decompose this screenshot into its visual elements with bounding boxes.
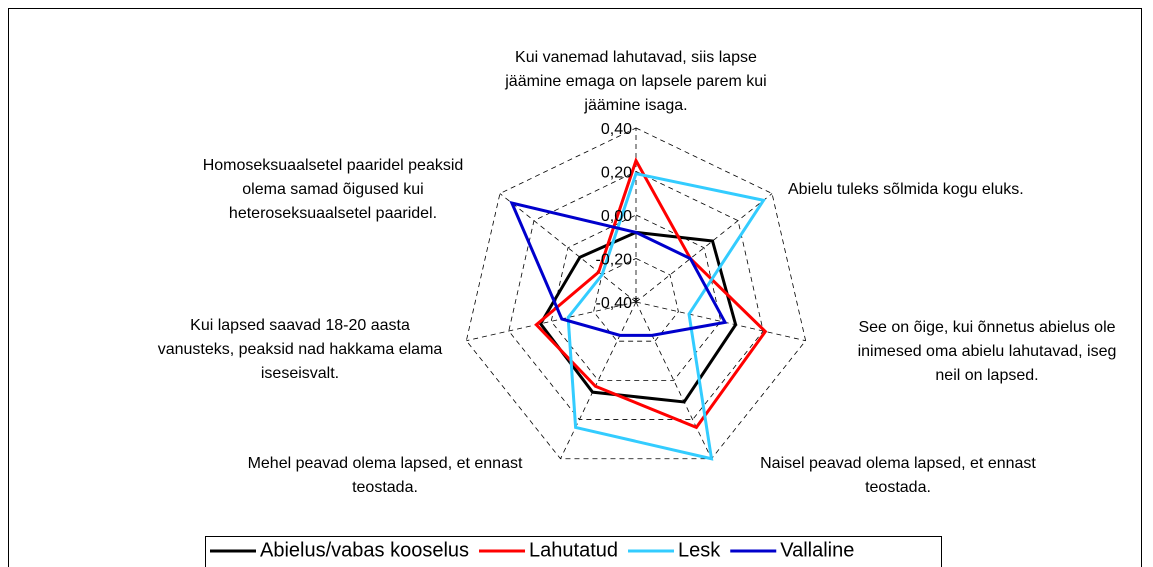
legend-label: Lesk [678, 539, 721, 561]
legend-label: Vallaline [780, 539, 854, 561]
series-line [538, 230, 738, 404]
category-label: jäämine emaga on lapsele parem kui [504, 73, 766, 90]
grid-ring [508, 171, 764, 420]
axis-spoke [635, 301, 806, 342]
grid-ring [593, 258, 679, 342]
category-label: teostada. [352, 479, 418, 496]
r-tick-label: 0,20 [601, 165, 632, 182]
legend-label: Lahutatud [529, 539, 618, 561]
axis-spoke [635, 193, 773, 303]
r-tick-label: 0,00 [601, 208, 632, 225]
category-label: olema samad õigused kui [242, 181, 423, 198]
category-label: teostada. [865, 479, 931, 496]
category-label: iseseisvalt. [261, 365, 339, 382]
axis-spoke [499, 193, 637, 303]
series-line [566, 171, 766, 461]
r-tick-label: -0,40 [596, 295, 633, 312]
series-line [534, 156, 768, 430]
category-label: Naisel peavad olema lapsed, et ennast [760, 455, 1036, 472]
legend-label: Abielus/vabas kooselus [260, 539, 469, 561]
axis-spoke [466, 301, 637, 342]
legend-box [205, 536, 942, 567]
axis-spoke [635, 301, 712, 459]
category-label: inimesed oma abielu lahutavad, iseg [858, 343, 1117, 360]
category-label: Abielu tuleks sõlmida kogu eluks. [788, 181, 1024, 198]
r-tick-label: 0,40 [601, 121, 632, 138]
series-line [509, 200, 728, 337]
category-label: Homoseksuaalsetel paaridel peaksid [203, 157, 464, 174]
grid-ring [550, 214, 722, 381]
axis-spoke [560, 301, 637, 459]
category-label: heteroseksuaalsetel paaridel. [229, 205, 437, 222]
category-label: neil on lapsed. [935, 367, 1038, 384]
center-mark: * [633, 294, 639, 311]
category-label: Kui vanemad lahutavad, siis lapse [515, 49, 757, 66]
legend: Abielus/vabas kooselus Lahutatud Lesk Valla… [210, 539, 854, 561]
category-label: jäämine isaga. [583, 97, 687, 114]
category-label: Kui lapsed saavad 18-20 aasta [190, 317, 410, 334]
category-label: Mehel peavad olema lapsed, et ennast [248, 455, 523, 472]
chart-frame [8, 8, 1142, 567]
plot: Kui vanemad lahutavad, siis lapse jäämine… [158, 49, 1117, 496]
category-label: vanusteks, peaksid nad hakkama elama [158, 341, 443, 358]
r-tick-label: -0,20 [596, 252, 633, 269]
category-label: See on õige, kui õnnetus abielus ole [858, 319, 1115, 336]
